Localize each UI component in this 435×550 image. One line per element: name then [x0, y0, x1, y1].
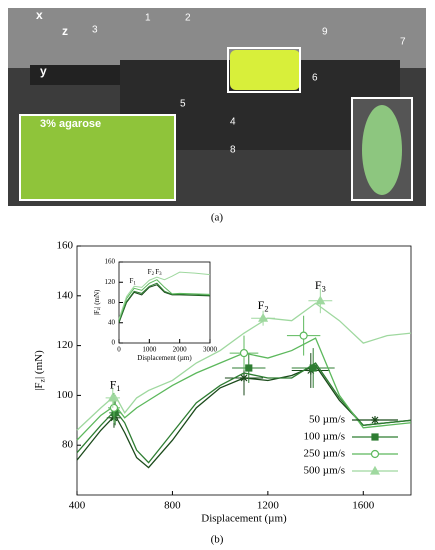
photo-axis-label: x [36, 8, 43, 22]
data-marker [299, 331, 308, 340]
data-marker [107, 392, 118, 402]
x-axis-title: Displacement (µm) [137, 354, 192, 362]
x-tick-label: 800 [164, 500, 181, 512]
annotation: F3 [155, 268, 162, 278]
photo-label: 1 [145, 13, 151, 24]
data-marker [109, 403, 119, 412]
data-marker [239, 348, 249, 358]
legend-label: 100 µm/s [304, 431, 345, 443]
y-tick-label: 160 [105, 258, 116, 266]
legend-label: 50 µm/s [309, 414, 345, 426]
series-line [118, 279, 211, 321]
photo-needle-gel [362, 105, 402, 195]
legend-marker [370, 449, 380, 459]
photo-label: 8 [230, 145, 236, 156]
text-sub: z [97, 307, 102, 310]
y-tick-label: 40 [108, 318, 116, 326]
data-marker [240, 373, 248, 382]
text-sub: 2 [152, 272, 155, 277]
photo-label: 4 [230, 117, 236, 128]
y-tick-label: 80 [108, 298, 116, 306]
legend-marker [369, 465, 381, 475]
series-line [76, 302, 412, 431]
photo-table [8, 8, 426, 68]
legend-marker [371, 416, 379, 424]
series-line [118, 282, 211, 322]
text-main: F [148, 268, 152, 276]
photo-box [227, 47, 301, 93]
text-main: |F [33, 382, 45, 390]
caption-b: (b) [211, 534, 224, 546]
text-sub: 2 [264, 304, 268, 313]
text-sub: 3 [322, 284, 326, 293]
photo-label: 3 [92, 25, 98, 36]
caption-a: (a) [211, 212, 224, 224]
y-tick-label: 140 [57, 289, 74, 301]
x-tick-label: 0 [117, 346, 121, 354]
x-tick-label: 3000 [203, 346, 218, 354]
text-sub: 3 [159, 272, 162, 277]
x-tick-label: 2000 [173, 346, 188, 354]
legend-label: 500 µm/s [304, 465, 345, 477]
y-tick-label: 100 [57, 389, 74, 401]
x-axis-title: Displacement (µm) [201, 513, 287, 525]
y-tick-label: 120 [105, 278, 116, 286]
photo-label: 5 [180, 99, 186, 110]
x-tick-label: 1600 [352, 500, 375, 512]
y-tick-label: 160 [57, 240, 74, 252]
y-axis-title: |Fz| (mN) [93, 289, 103, 315]
series-line [76, 337, 412, 441]
photo-axis-label: y [40, 64, 47, 78]
photo-label: 2 [185, 13, 191, 24]
text-main: F [258, 298, 265, 312]
text-sub: 1 [133, 281, 136, 286]
photo: 3% agarose (a) [8, 8, 426, 224]
text-main: F [129, 277, 133, 285]
photo-label: 6 [312, 73, 318, 84]
series-line [118, 271, 211, 319]
text-main: F [315, 278, 322, 292]
photo-inset-left [19, 114, 176, 201]
text-main: F [110, 377, 117, 391]
data-marker [258, 313, 269, 322]
data-marker [309, 364, 317, 372]
data-marker [315, 295, 326, 305]
inset-label: 3% agarose [40, 118, 101, 130]
series-line [76, 364, 412, 469]
annotation: F3 [315, 278, 326, 294]
photo-motor [30, 65, 120, 85]
annotation: F2 [148, 268, 155, 278]
x-tick-label: 400 [69, 500, 86, 512]
photo-label: 9 [322, 27, 328, 38]
series-line [118, 284, 211, 323]
plot-frame [118, 261, 211, 344]
text-end: | (mN) [33, 350, 45, 379]
annotation: F1 [129, 277, 136, 287]
text-main: |F [93, 310, 101, 315]
data-marker [245, 364, 253, 372]
text-main: F [155, 268, 159, 276]
y-tick-label: 120 [57, 339, 74, 351]
photo-label: 7 [400, 37, 406, 48]
y-tick-label: 0 [112, 339, 116, 347]
legend-label: 250 µm/s [304, 448, 345, 460]
legend-marker [371, 433, 379, 441]
text-end: | (mN) [93, 289, 101, 308]
x-tick-label: 1000 [142, 346, 157, 354]
text-sub: z [37, 378, 46, 382]
y-axis-title: |Fz| (mN) [33, 350, 47, 391]
annotation: F1 [110, 377, 121, 393]
text-sub: 1 [116, 384, 120, 393]
y-tick-label: 80 [62, 439, 74, 451]
x-tick-label: 1200 [257, 500, 280, 512]
annotation: F2 [258, 298, 269, 314]
photo-axis-label: z [62, 24, 68, 38]
photo-gel [230, 50, 300, 90]
